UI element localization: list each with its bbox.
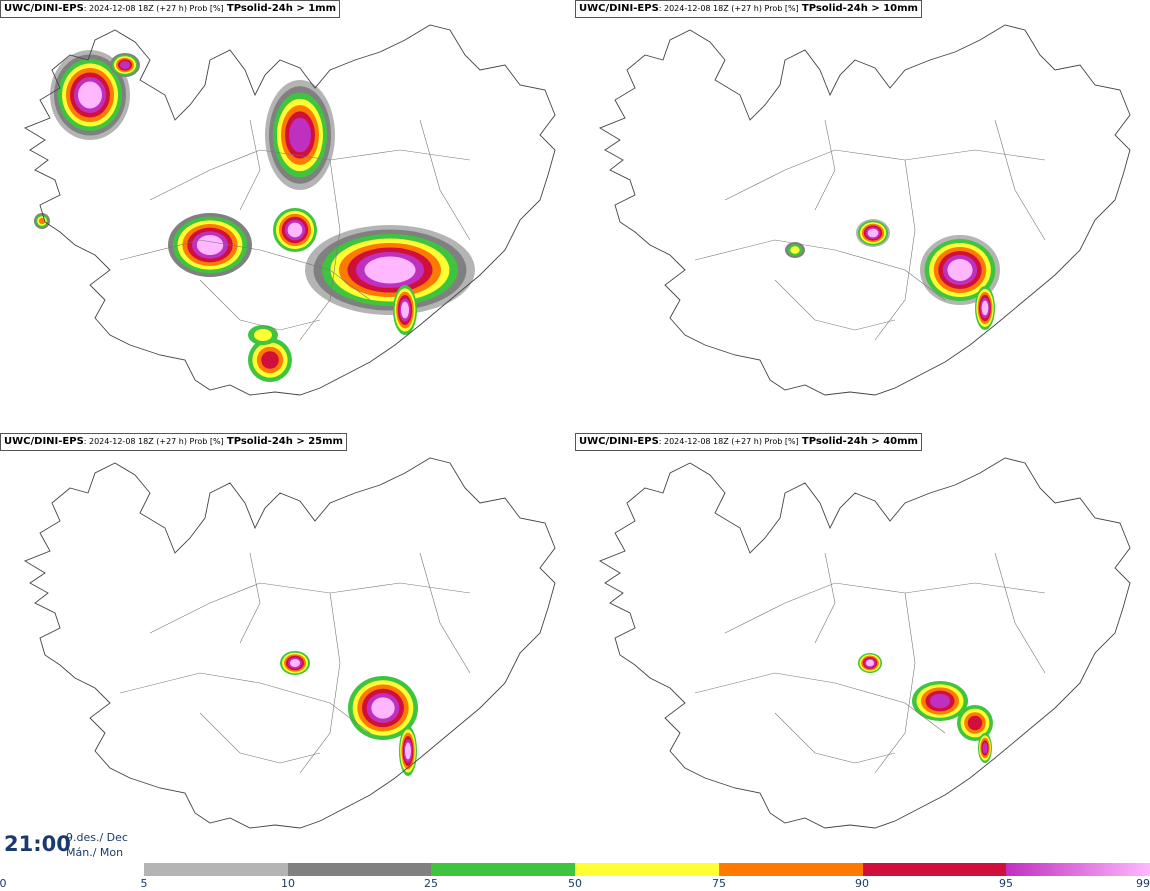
run-info: : 2024-12-08 18Z (+27 h) Prob [%]	[658, 437, 799, 446]
probability-contour	[967, 715, 983, 731]
region-border	[149, 582, 471, 634]
coastline	[598, 457, 1131, 829]
colorbar-bin	[575, 863, 719, 876]
panel-title: UWC/DINI-EPS: 2024-12-08 18Z (+27 h) Pro…	[0, 0, 341, 18]
region-border	[874, 159, 916, 341]
region-border	[239, 119, 261, 211]
colorbar-tick-label: 50	[568, 877, 582, 890]
field-name: TPsolid-24h > 1mm	[226, 3, 337, 14]
colorbar-tick-label: 25	[424, 877, 438, 890]
colorbar-tick-label: 0	[0, 877, 7, 890]
panel-title: UWC/DINI-EPS: 2024-12-08 18Z (+27 h) Pro…	[575, 433, 922, 451]
region-border	[149, 149, 471, 201]
region-border	[299, 592, 341, 774]
colorbar-bin	[287, 863, 432, 876]
probability-contour	[371, 697, 395, 719]
region-border	[814, 552, 836, 644]
run-info: : 2024-12-08 18Z (+27 h) Prob [%]	[83, 4, 224, 13]
region-border	[774, 712, 896, 764]
coastline	[23, 457, 556, 829]
probability-contour	[364, 256, 416, 284]
region-border	[694, 672, 946, 734]
region-border	[814, 119, 836, 211]
region-border	[239, 552, 261, 644]
region-border	[299, 159, 341, 341]
run-info: : 2024-12-08 18Z (+27 h) Prob [%]	[658, 4, 799, 13]
probability-contour	[405, 742, 411, 760]
probability-contour	[254, 329, 272, 341]
region-border	[694, 239, 946, 301]
probability-contour	[196, 234, 224, 256]
field-name: TPsolid-24h > 10mm	[801, 3, 918, 14]
run-info: : 2024-12-08 18Z (+27 h) Prob [%]	[83, 437, 224, 446]
probability-colorbar	[144, 863, 1150, 876]
probability-contour	[290, 659, 300, 667]
probability-areas	[785, 219, 1000, 330]
probability-contour	[38, 217, 46, 225]
iceland-map-25mm	[23, 457, 556, 829]
region-border	[199, 712, 321, 764]
panel-title: UWC/DINI-EPS: 2024-12-08 18Z (+27 h) Pro…	[0, 433, 347, 451]
region-border	[419, 119, 471, 241]
colorbar-bin	[144, 863, 288, 876]
region-border	[994, 119, 1046, 241]
map-panel-25mm: UWC/DINI-EPS: 2024-12-08 18Z (+27 h) Pro…	[0, 433, 575, 863]
region-border	[419, 552, 471, 674]
region-border	[119, 672, 371, 734]
iceland-map-10mm	[598, 24, 1131, 396]
panel-title: UWC/DINI-EPS: 2024-12-08 18Z (+27 h) Pro…	[575, 0, 922, 18]
coastline	[23, 24, 556, 396]
field-name: TPsolid-24h > 25mm	[226, 436, 343, 447]
field-name: TPsolid-24h > 40mm	[801, 436, 918, 447]
valid-time: 21:00	[4, 832, 71, 856]
model-name: UWC/DINI-EPS	[4, 436, 84, 447]
region-border	[874, 592, 916, 774]
map-panel-40mm: UWC/DINI-EPS: 2024-12-08 18Z (+27 h) Pro…	[575, 433, 1150, 863]
probability-contour	[867, 228, 879, 238]
probability-contour	[78, 81, 102, 109]
probability-contour	[790, 246, 800, 254]
region-border	[994, 552, 1046, 674]
colorbar-tick-label: 99	[1136, 877, 1150, 890]
valid-weekday: Mán./ Mon	[66, 846, 124, 859]
valid-time-box: 21:00 9.des./ Dec Mán./ Mon	[0, 828, 130, 862]
colorbar-tick-label: 10	[281, 877, 295, 890]
colorbar-bin	[1006, 863, 1150, 876]
probability-contour	[866, 659, 874, 667]
probability-areas	[280, 651, 418, 776]
probability-contour	[982, 742, 988, 754]
region-border	[774, 279, 896, 331]
coastline	[598, 24, 1131, 396]
probability-contour	[401, 301, 409, 319]
probability-contour	[289, 117, 311, 153]
region-border	[199, 279, 321, 331]
probability-contour	[261, 351, 279, 369]
model-name: UWC/DINI-EPS	[4, 3, 84, 14]
probability-contour	[929, 693, 951, 709]
colorbar-tick-label: 75	[712, 877, 726, 890]
colorbar-tick-label: 90	[855, 877, 869, 890]
valid-date: 9.des./ Dec	[66, 831, 128, 844]
probability-contour	[120, 61, 130, 69]
probability-areas	[34, 50, 475, 382]
colorbar-tick-label: 95	[999, 877, 1013, 890]
map-panel-10mm: UWC/DINI-EPS: 2024-12-08 18Z (+27 h) Pro…	[575, 0, 1150, 430]
probability-areas	[858, 653, 993, 763]
colorbar-bin	[431, 863, 576, 876]
region-border	[724, 149, 1046, 201]
iceland-map-40mm	[598, 457, 1131, 829]
region-border	[119, 239, 371, 301]
map-panel-1mm: UWC/DINI-EPS: 2024-12-08 18Z (+27 h) Pro…	[0, 0, 575, 430]
model-name: UWC/DINI-EPS	[579, 436, 659, 447]
model-name: UWC/DINI-EPS	[579, 3, 659, 14]
colorbar-tick-label: 5	[140, 877, 148, 890]
iceland-map-1mm	[23, 24, 556, 396]
probability-contour	[981, 300, 989, 316]
probability-contour	[287, 222, 303, 238]
probability-contour	[947, 259, 973, 281]
colorbar-bin	[718, 863, 863, 876]
region-border	[724, 582, 1046, 634]
colorbar-bin	[862, 863, 1007, 876]
